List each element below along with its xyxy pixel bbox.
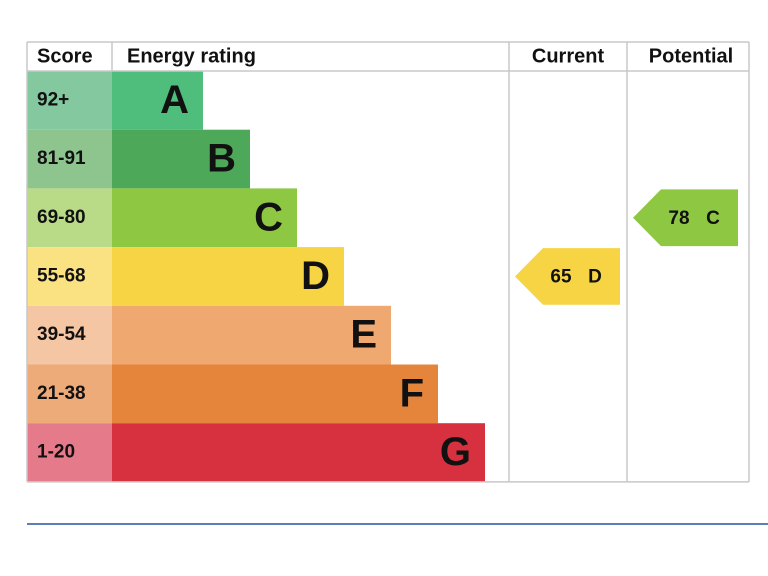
score-label: 69-80 — [37, 207, 86, 228]
score-label: 39-54 — [37, 324, 86, 345]
score-cell — [27, 71, 112, 130]
rating-letter: A — [160, 78, 189, 122]
rating-letter: C — [254, 195, 283, 239]
score-cell — [27, 129, 112, 189]
rating-bar — [112, 129, 250, 189]
rating-bar — [112, 71, 203, 130]
rating-letter: B — [207, 137, 236, 181]
header-score: Score — [37, 45, 93, 67]
rating-letter: D — [301, 254, 330, 298]
score-label: 92+ — [37, 89, 69, 110]
score-label: 21-38 — [37, 383, 86, 404]
rating-letter: G — [440, 430, 471, 474]
potential-letter: C — [706, 208, 720, 229]
rating-letter: F — [400, 371, 424, 415]
score-cell — [27, 188, 112, 248]
header-potential: Potential — [649, 45, 733, 67]
current-letter: D — [588, 266, 602, 287]
potential-value: 78 — [668, 208, 689, 229]
rating-bar — [112, 423, 485, 482]
rating-letter: E — [350, 313, 377, 357]
header-rating: Energy rating — [127, 45, 256, 67]
score-label: 81-91 — [37, 148, 86, 169]
score-cell — [27, 247, 112, 306]
score-cell — [27, 423, 112, 482]
rating-bar — [112, 188, 297, 248]
header-current: Current — [532, 45, 605, 67]
potential-arrow — [633, 189, 738, 247]
score-cell — [27, 305, 112, 365]
score-label: 55-68 — [37, 265, 86, 286]
score-label: 1-20 — [37, 442, 75, 463]
rating-bar — [112, 364, 438, 424]
rating-bar — [112, 247, 344, 306]
current-arrow — [515, 248, 620, 305]
score-cell — [27, 364, 112, 424]
rating-bar — [112, 305, 391, 365]
current-value: 65 — [550, 266, 572, 287]
